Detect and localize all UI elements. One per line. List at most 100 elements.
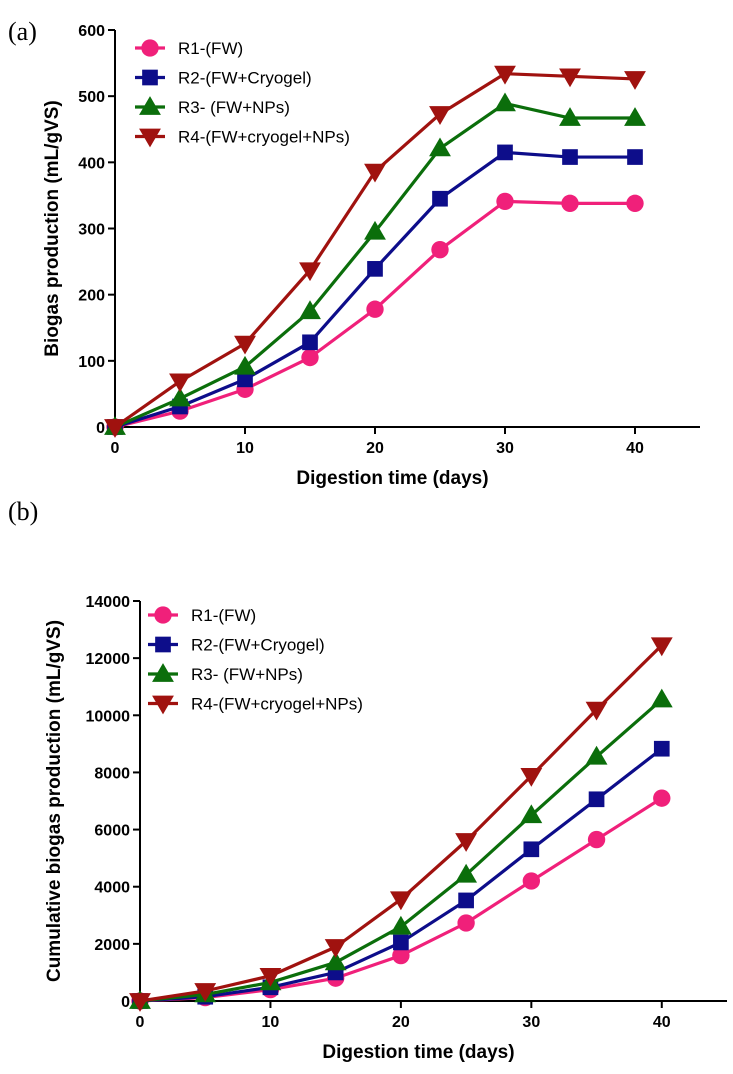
panel-b-legend-label: R4-(FW+cryogel+NPs) [191,695,363,714]
panel-a-data-point [431,240,449,259]
panel-a-data-point [366,300,384,318]
panel-a-legend-label: R1-(FW) [178,39,243,58]
panel-a-data-point [494,92,516,112]
panel-a-data-point [559,107,581,126]
panel-a-legend-label: R2-(FW+Cryogel) [178,69,312,88]
panel-b-legend-marker [154,606,172,624]
panel-b-legend-item: R1-(FW) [148,606,256,625]
panel-b-legend-label: R2-(FW+Cryogel) [191,636,325,655]
panel-a-x-tick-label: 20 [366,440,384,457]
panel-a-data-point [432,190,448,207]
panel-a-y-tick-label: 500 [78,89,105,106]
panel-a-data-point [496,192,514,211]
panel-b-legend-item: R3- (FW+NPs) [148,663,303,684]
panel-b-y-tick-label: 4000 [94,880,130,897]
panel-b-legend-label: R1-(FW) [191,606,256,625]
panel-b-legend-marker [152,663,174,682]
panel-b-plot-area: 0 2000 4000 6000 8000 10000 12000 14000 0 10 20 30 4… [44,594,727,1063]
panel-a-data-point [302,334,318,351]
panel-b-data-point [393,934,409,951]
panel-a-data-point [237,371,253,388]
panel-b-data-point [585,701,608,721]
panel-a-series-line [114,150,635,429]
panel-b-y-tick-label: 10000 [86,708,131,725]
panel-a-data-point [627,149,643,165]
panel-a-legend-item: R4-(FW+cryogel+NPs) [135,128,350,148]
panel-a-data-point [626,194,644,213]
panel-a-plot-area: 0 100 200 300 400 500 600 0 10 20 30 40 Digestion ti… [42,23,700,489]
panel-b-x-tick-label: 30 [522,1014,540,1031]
panel-b-y-axis-title: Cumulative biogas production (mL/gVS) [44,620,65,982]
panel-b-data-point [129,993,151,1012]
panel-b-data-point [392,946,410,965]
panel-b-data-point [455,863,478,883]
panel-b-legend: R1-(FW) R2-(FW+Cryogel) R3- (FW+NPs) R4-(FW… [148,606,363,715]
panel-a-data-point [429,137,451,157]
panel-a-y-tick-label: 600 [78,23,105,40]
panel-a-data-point [169,387,191,407]
panel-b-data-point [587,830,606,849]
panel-b-legend-marker [152,695,174,715]
panel-b-data-point [650,688,673,708]
panel-a-data-point [561,194,579,213]
panel-b-y-tick-label: 12000 [86,651,131,668]
panel-a-data-point [367,261,383,277]
panel-a-label: (a) [8,17,37,46]
panel-a-legend: R1-(FW) R2-(FW+Cryogel) R3- (FW+NPs) R4-(FW… [135,39,350,148]
panel-a-data-point [559,68,581,88]
panel-b-data-point [653,740,670,757]
panel-b-chart: (b) 0 2000 4000 6000 8000 10000 12000 14000 0 10 2… [8,497,727,1063]
panel-b-legend-item: R4-(FW+cryogel+NPs) [148,695,363,715]
panel-a-legend-marker [139,96,161,115]
panel-a-data-point [562,149,578,165]
panel-a-data-point [429,106,451,125]
panel-b-data-point [522,872,541,890]
panel-b-data-point [458,892,474,909]
panel-b-y-tick-label: 8000 [94,765,130,782]
panel-b-data-point [324,951,347,971]
panel-b-y-tick-label: 2000 [94,937,130,954]
panel-a-legend-label: R3- (FW+NPs) [178,98,290,117]
panel-a-data-point [234,335,256,355]
panel-a-data-point [299,300,321,320]
panel-a-data-point [364,220,386,240]
panel-a-legend-marker [141,39,159,57]
panel-a-data-point [494,65,516,85]
panel-a-y-tick-label: 100 [78,354,105,371]
panel-b-data-point [520,804,543,824]
panel-b-data-point [389,891,412,911]
panel-a-legend-marker [139,128,161,148]
panel-b-data-point [520,767,543,787]
panel-b-legend-item: R2-(FW+Cryogel) [148,636,325,655]
panel-b-x-tick-label: 10 [262,1014,280,1031]
panel-a-data-point [234,355,256,375]
panel-a-data-point [169,373,191,393]
panel-a-data-point [624,71,646,90]
panel-a-data-point [299,262,321,282]
panel-b-series-r2-fw-cryogel [132,740,670,1009]
panel-b-x-tick-label: 20 [392,1014,410,1031]
panel-b-data-point [523,841,540,858]
panel-a-chart: (a) 0 100 200 300 400 500 600 0 10 20 30 40 Digestio… [8,17,700,489]
panel-b-data-point [324,939,347,958]
panel-a-series-r2-fw-cryogel [107,144,643,435]
panel-a-y-tick-label: 400 [78,155,105,172]
panel-a-data-point [301,348,319,367]
panel-b-data-point [650,637,673,657]
panel-b-y-tick-label: 6000 [94,823,130,840]
panel-b-y-tick-label: 0 [121,994,130,1011]
panel-a-legend-item: R3- (FW+NPs) [135,96,290,117]
panel-b-data-point [457,914,475,932]
panel-b-data-point [653,789,671,807]
panel-a-x-tick-label: 10 [236,440,254,457]
panel-b-y-tick-label: 14000 [86,594,131,611]
panel-a-data-point [364,163,386,183]
panel-a-y-tick-label: 0 [96,420,105,437]
panel-a-data-point [104,419,126,438]
panel-a-y-tick-label: 300 [78,222,105,239]
panel-b-series-r4-fw-cryogel-nps [129,637,673,1012]
panel-b-legend-marker [155,636,171,653]
panel-a-x-tick-label: 30 [496,440,514,457]
panel-a-y-axis-title: Biogas production (mL/gVS) [42,100,63,357]
